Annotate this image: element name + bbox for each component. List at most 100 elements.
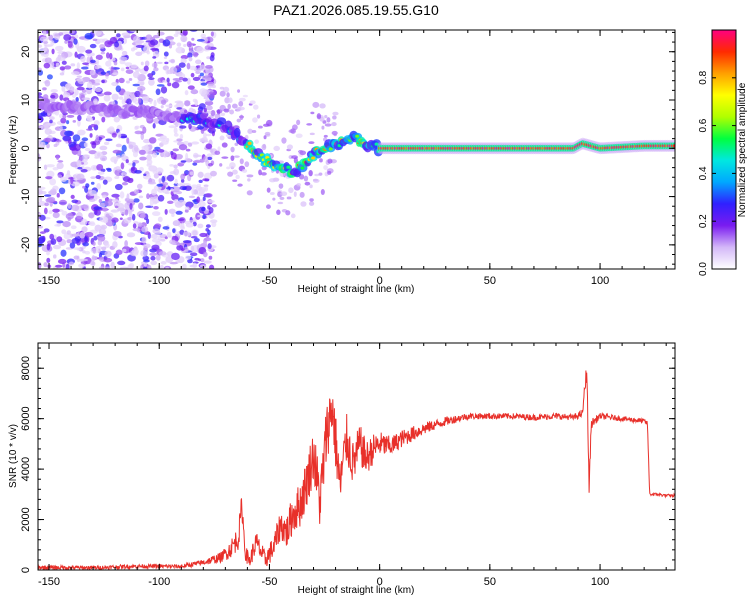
spectrogram-noise-mark [295,133,303,138]
spectrogram-noise-mark [153,231,162,236]
spectrogram-noise-mark [321,125,325,130]
spectrogram-noise-mark [172,228,176,234]
spectrogram-noise-mark [70,177,74,185]
spectrogram-noise-mark [73,255,80,260]
spectrogram-noise-mark [144,60,150,67]
spectrogram-noise-mark [203,260,212,264]
spectrogram-noise-mark [237,183,243,187]
spectrogram-noise-mark [75,97,79,102]
spectrogram-noise-mark [159,264,164,269]
spectrogram-noise-mark [45,176,53,180]
spectrogram-noise-mark [147,73,154,78]
spectrogram-noise-mark [44,202,50,207]
spectrogram-noise-mark [111,193,120,198]
snr-x-tick-label: -50 [261,576,277,588]
spectrogram-noise-mark [169,164,174,167]
spectrogram-noise-mark [177,199,186,207]
spectrogram-noise-mark [130,64,138,69]
spectrogram-noise-mark [143,45,150,54]
spectrogram-noise-mark [310,111,315,115]
spectrogram-noise-mark [196,38,205,42]
spectrogram-noise-mark [147,181,157,185]
spectrogram-noise-mark [46,196,56,203]
spectrogram-noise-mark [278,183,284,189]
spectrogram-noise-mark [38,261,42,269]
spectrogram-noise-mark [260,172,267,176]
spectrogram-noise-mark [89,43,97,49]
spectrogram-noise-mark [204,193,213,198]
spectrogram-x-tick-label: 50 [484,275,496,287]
spectrogram-noise-mark [150,47,159,51]
spectrogram-noise-mark [220,112,226,116]
spectrogram-noise-mark [269,178,276,183]
spectrogram-noise-mark [155,88,161,96]
spectrogram-noise-mark [178,76,184,81]
spectrogram-noise-mark [65,213,74,220]
spectrogram-noise-mark [91,82,101,86]
spectrogram-noise-mark [236,118,241,123]
spectrogram-noise-mark [131,166,135,171]
spectrogram-noise-mark [160,260,167,265]
snr-x-tick-label: -100 [148,576,170,588]
spectrogram-noise-mark [39,214,46,221]
spectrogram-noise-mark [38,140,44,148]
spectrogram-noise-mark [184,100,191,107]
snr-minor-ticks [38,343,675,571]
spectrogram-ridge-core [672,144,675,148]
spectrogram-noise-mark [52,167,59,171]
spectrogram-noise-mark [163,51,169,57]
colorbar: 0.0 0.2 0.4 0.6 0.8 Normalized spectral ampl… [698,29,748,276]
spectrogram-ridge-core [286,165,291,169]
spectrogram-noise-mark [74,88,79,96]
spectrogram-noise-mark [38,225,44,229]
spectrogram-noise-mark [46,250,50,256]
spectrogram-y-tick-label: -10 [20,189,32,205]
spectrogram-noise-mark [57,258,67,265]
spectrogram-noise-mark [59,72,65,76]
spectrogram-noise-mark [46,243,51,251]
spectrogram-noise-mark [97,234,106,242]
spectrogram-noise-mark [269,191,275,196]
spectrogram-y-tick-label: 20 [20,46,32,58]
spectrogram-noise-mark [126,137,130,144]
spectrogram-noise-mark [135,51,143,57]
spectrogram-noise-mark [104,266,111,269]
spectrogram-noise-mark [160,140,169,145]
spectrogram-noise-mark [70,194,75,200]
spectrogram-noise-mark [150,233,158,239]
spectrogram-noise-mark [98,199,103,203]
spectrogram-noise-mark [154,223,162,229]
spectrogram-noise-mark [149,199,154,207]
spectrogram-noise-mark [148,165,158,172]
spectrogram-noise-mark [263,135,267,140]
colorbar-tick-label: 0.8 [698,70,709,84]
spectrogram-noise-mark [308,201,315,206]
spectrogram-noise-mark [112,231,122,237]
spectrogram-noise-mark [90,176,96,179]
spectrogram-noise-mark [140,250,148,257]
spectrogram-noise-mark [46,170,55,178]
spectrogram-noise-mark [309,132,315,136]
spectrogram-noise-mark [151,152,158,158]
spectrogram-noise-mark [167,82,172,87]
spectrogram-noise-mark [199,64,206,71]
spectrogram-noise-mark [197,223,204,229]
spectrogram-noise-mark [56,193,60,198]
spectrogram-noise-mark [111,132,117,138]
spectrogram-noise-mark [82,250,86,254]
spectrogram-noise-mark [119,59,126,65]
spectrogram-y-ticks: -20 -10 0 10 20 [20,46,675,253]
spectrogram-noise-mark [80,204,89,209]
spectrogram-noise-mark [180,160,187,163]
spectrogram-noise-mark [152,170,157,174]
spectrogram-noise-mark [173,133,179,137]
spectrogram-noise-mark [312,178,320,183]
spectrogram-noise-mark [62,220,71,228]
spectrogram-noise-mark [127,177,134,184]
spectrogram-noise-mark [192,160,202,163]
spectrogram-noise-mark [161,175,166,183]
spectrogram-noise-mark [49,178,57,186]
colorbar-gradient [711,29,737,270]
spectrogram-noise-mark [172,78,181,81]
spectrogram-noise-mark [293,191,297,197]
